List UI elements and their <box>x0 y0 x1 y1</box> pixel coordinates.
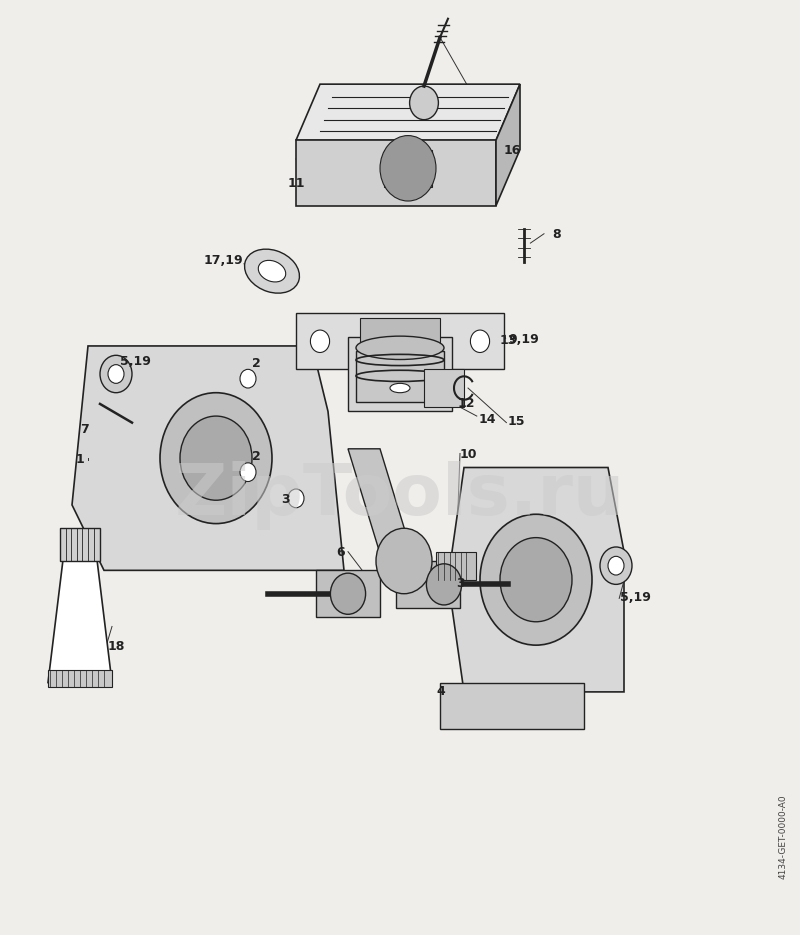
Circle shape <box>470 330 490 352</box>
Text: 8: 8 <box>552 228 561 241</box>
Circle shape <box>160 393 272 524</box>
Bar <box>424 369 464 407</box>
Text: 4: 4 <box>436 684 445 698</box>
Text: 10: 10 <box>460 448 478 461</box>
Circle shape <box>180 416 252 500</box>
Text: 2: 2 <box>252 356 261 369</box>
Polygon shape <box>360 318 440 365</box>
Circle shape <box>500 538 572 622</box>
Polygon shape <box>440 683 584 729</box>
Text: 6: 6 <box>336 546 345 559</box>
Text: 7: 7 <box>80 423 89 436</box>
Text: 3: 3 <box>456 577 465 590</box>
Ellipse shape <box>245 249 299 294</box>
Bar <box>60 528 100 561</box>
Circle shape <box>600 547 632 584</box>
Polygon shape <box>356 351 444 402</box>
Circle shape <box>100 355 132 393</box>
Text: 5,19: 5,19 <box>120 354 151 367</box>
Polygon shape <box>348 337 452 411</box>
Text: 14: 14 <box>478 412 496 425</box>
Text: 12: 12 <box>458 396 475 410</box>
Circle shape <box>108 365 124 383</box>
Ellipse shape <box>258 260 286 282</box>
Text: 4134-GET-0000-A0: 4134-GET-0000-A0 <box>779 794 788 879</box>
Polygon shape <box>72 346 344 570</box>
Ellipse shape <box>356 336 444 359</box>
Text: 18: 18 <box>108 640 126 653</box>
Bar <box>48 670 112 687</box>
Bar <box>436 552 476 580</box>
Polygon shape <box>296 140 496 206</box>
Polygon shape <box>48 552 112 683</box>
Circle shape <box>288 489 304 508</box>
Text: 16: 16 <box>504 144 522 157</box>
Polygon shape <box>448 468 624 692</box>
Circle shape <box>608 556 624 575</box>
Text: 15: 15 <box>508 415 526 428</box>
Polygon shape <box>316 570 380 617</box>
Circle shape <box>410 86 438 120</box>
Polygon shape <box>396 561 460 608</box>
Circle shape <box>480 514 592 645</box>
Text: 11: 11 <box>288 177 306 190</box>
Text: 13: 13 <box>500 334 518 347</box>
Polygon shape <box>384 150 432 187</box>
Text: 3: 3 <box>282 493 290 506</box>
Circle shape <box>376 528 432 594</box>
Polygon shape <box>296 313 504 369</box>
Polygon shape <box>348 449 420 580</box>
Text: 17,19: 17,19 <box>204 253 244 266</box>
Circle shape <box>310 330 330 352</box>
Text: 2: 2 <box>252 450 261 463</box>
Polygon shape <box>296 84 520 140</box>
Circle shape <box>240 463 256 482</box>
Text: 5,19: 5,19 <box>620 591 651 604</box>
Text: 9,19: 9,19 <box>508 333 538 346</box>
Text: 1: 1 <box>76 453 85 466</box>
Circle shape <box>240 369 256 388</box>
Circle shape <box>380 136 436 201</box>
Circle shape <box>330 573 366 614</box>
Ellipse shape <box>390 383 410 393</box>
Polygon shape <box>496 84 520 206</box>
Circle shape <box>426 564 462 605</box>
Text: ZipTools.ru: ZipTools.ru <box>175 461 625 530</box>
